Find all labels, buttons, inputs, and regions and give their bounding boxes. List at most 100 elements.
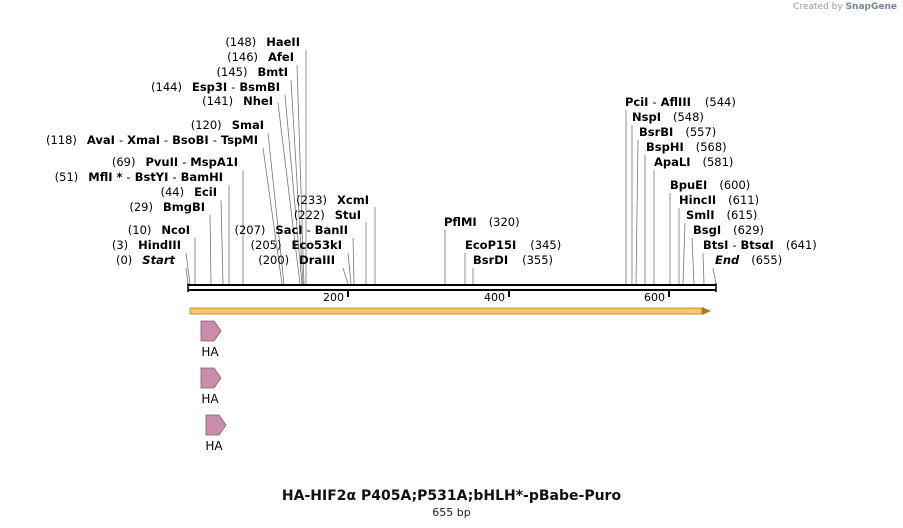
site-enzyme: BamHI bbox=[181, 170, 223, 184]
site-position: (69) bbox=[112, 155, 136, 169]
site-enzyme: Esp3I bbox=[192, 80, 227, 94]
feature-ha-3[interactable]: HA bbox=[205, 414, 227, 453]
site-enzyme: EciI bbox=[194, 185, 217, 199]
site-label[interactable]: PflMI (320) bbox=[444, 215, 520, 229]
site-enzyme: BspHI bbox=[646, 140, 684, 154]
site-position: (144) bbox=[151, 80, 182, 94]
site-label[interactable]: NspI (548) bbox=[632, 110, 704, 124]
site-enzyme: EcoP15I bbox=[465, 238, 516, 252]
site-label[interactable]: (51) MflI * - BstYI - BamHI bbox=[55, 170, 223, 184]
site-position: (345) bbox=[530, 238, 561, 252]
site-enzyme: SmlI bbox=[686, 208, 715, 222]
site-label[interactable]: (207) SacI - BanII bbox=[234, 223, 348, 237]
site-leader-line bbox=[267, 132, 285, 285]
site-enzyme: TspMI bbox=[221, 133, 258, 147]
site-label[interactable]: BsrBI (557) bbox=[639, 125, 716, 139]
site-position: (145) bbox=[217, 65, 248, 79]
orf-arrow[interactable] bbox=[189, 307, 711, 315]
site-enzyme: BmgBI bbox=[163, 200, 205, 214]
site-position: (222) bbox=[294, 208, 325, 222]
site-label[interactable]: (146) AfeI bbox=[227, 50, 294, 64]
site-label[interactable]: EcoP15I (345) bbox=[465, 238, 561, 252]
site-leader-line bbox=[702, 252, 705, 285]
site-label[interactable]: (145) BmtI bbox=[217, 65, 288, 79]
feature-arrow-icon bbox=[200, 367, 222, 389]
site-leader-line bbox=[712, 267, 717, 285]
site-leader-lines bbox=[185, 50, 717, 285]
site-position: (655) bbox=[751, 253, 782, 267]
site-label[interactable]: (118) AvaI - XmaI - BsoBI - TspMI bbox=[46, 133, 258, 147]
feature-ha-2[interactable]: HA bbox=[200, 367, 222, 406]
feature-label: HA bbox=[205, 439, 223, 453]
snapgene-logo: SnapGene bbox=[845, 2, 897, 12]
site-position: (600) bbox=[719, 178, 750, 192]
site-label[interactable]: (29) BmgBI bbox=[129, 200, 205, 214]
site-label[interactable]: ApaLI (581) bbox=[654, 155, 733, 169]
site-label[interactable]: End (655) bbox=[715, 253, 782, 267]
site-enzyme: HincII bbox=[679, 193, 716, 207]
site-enzyme: Eco53kI bbox=[291, 238, 342, 252]
site-label[interactable]: (141) NheI bbox=[202, 94, 273, 108]
site-label[interactable]: (3) HindIII bbox=[112, 238, 181, 252]
site-enzyme: PciI bbox=[625, 95, 648, 109]
site-label[interactable]: (0) Start bbox=[116, 253, 176, 267]
site-enzyme: PvuII bbox=[145, 155, 178, 169]
site-leader-line bbox=[352, 237, 355, 285]
site-position: (355) bbox=[522, 253, 553, 267]
site-leader-line bbox=[635, 139, 639, 285]
sequence-length: 655 bp bbox=[432, 506, 471, 519]
site-enzyme: AfeI bbox=[268, 50, 294, 64]
site-label[interactable]: (69) PvuII - MspA1I bbox=[112, 155, 238, 169]
site-enzyme: ApaLI bbox=[654, 155, 691, 169]
site-leader-line bbox=[296, 64, 305, 285]
feature-ha-1[interactable]: HA bbox=[200, 320, 222, 359]
site-enzyme: NspI bbox=[632, 110, 661, 124]
site-leader-line bbox=[682, 222, 686, 285]
feature-label: HA bbox=[201, 345, 219, 359]
site-label[interactable]: BspHI (568) bbox=[646, 140, 727, 154]
site-enzyme: BpuEI bbox=[670, 178, 707, 192]
site-position: (207) bbox=[234, 223, 265, 237]
feature-label: HA bbox=[201, 392, 219, 406]
site-position: (146) bbox=[227, 50, 258, 64]
site-enzyme: BsgI bbox=[693, 223, 721, 237]
site-label[interactable]: BsgI (629) bbox=[693, 223, 764, 237]
site-label[interactable]: BsrDI (355) bbox=[473, 253, 553, 267]
site-label[interactable]: (120) SmaI bbox=[191, 118, 264, 132]
site-leader-line bbox=[262, 147, 283, 285]
site-label[interactable]: BtsI - BtsαI (641) bbox=[703, 238, 817, 252]
site-enzyme: NcoI bbox=[161, 223, 190, 237]
site-enzyme: BtsαI bbox=[741, 238, 774, 252]
site-enzyme: AflIII bbox=[661, 95, 691, 109]
site-leader-line bbox=[342, 267, 349, 285]
site-label[interactable]: (148) HaeII bbox=[225, 35, 300, 49]
site-enzyme: BstYI bbox=[135, 170, 169, 184]
site-enzyme: AvaI bbox=[87, 133, 115, 147]
site-position: (10) bbox=[128, 223, 152, 237]
site-enzyme: BsoBI bbox=[172, 133, 209, 147]
feature-arrow-icon bbox=[205, 414, 227, 436]
site-position: (205) bbox=[251, 238, 282, 252]
site-label[interactable]: (200) DraIII bbox=[258, 253, 335, 267]
scale-label: 200 bbox=[323, 291, 344, 304]
site-label[interactable]: PciI - AflIII (544) bbox=[625, 95, 736, 109]
site-label[interactable]: (144) Esp3I - BsmBI bbox=[151, 80, 280, 94]
site-label[interactable]: (222) StuI bbox=[294, 208, 361, 222]
site-label[interactable]: SmlI (615) bbox=[686, 208, 757, 222]
site-label[interactable]: (44) EciI bbox=[160, 185, 217, 199]
site-label[interactable]: BpuEI (600) bbox=[670, 178, 750, 192]
site-label[interactable]: (233) XcmI bbox=[296, 193, 369, 207]
site-enzyme: SmaI bbox=[232, 118, 264, 132]
site-enzyme: BmtI bbox=[257, 65, 288, 79]
map-title: HA-HIF2α P405A;P531A;bHLH*-pBabe-Puro bbox=[281, 488, 622, 504]
site-position: (44) bbox=[160, 185, 184, 199]
site-leader-line bbox=[185, 267, 189, 285]
site-label[interactable]: (10) NcoI bbox=[128, 223, 190, 237]
site-position: (548) bbox=[673, 110, 704, 124]
site-position: (141) bbox=[202, 94, 233, 108]
site-enzyme: HindIII bbox=[138, 238, 181, 252]
site-label[interactable]: (205) Eco53kI bbox=[251, 238, 342, 252]
site-label[interactable]: HincII (611) bbox=[679, 193, 759, 207]
site-position: (148) bbox=[225, 35, 256, 49]
site-position: (200) bbox=[258, 253, 289, 267]
